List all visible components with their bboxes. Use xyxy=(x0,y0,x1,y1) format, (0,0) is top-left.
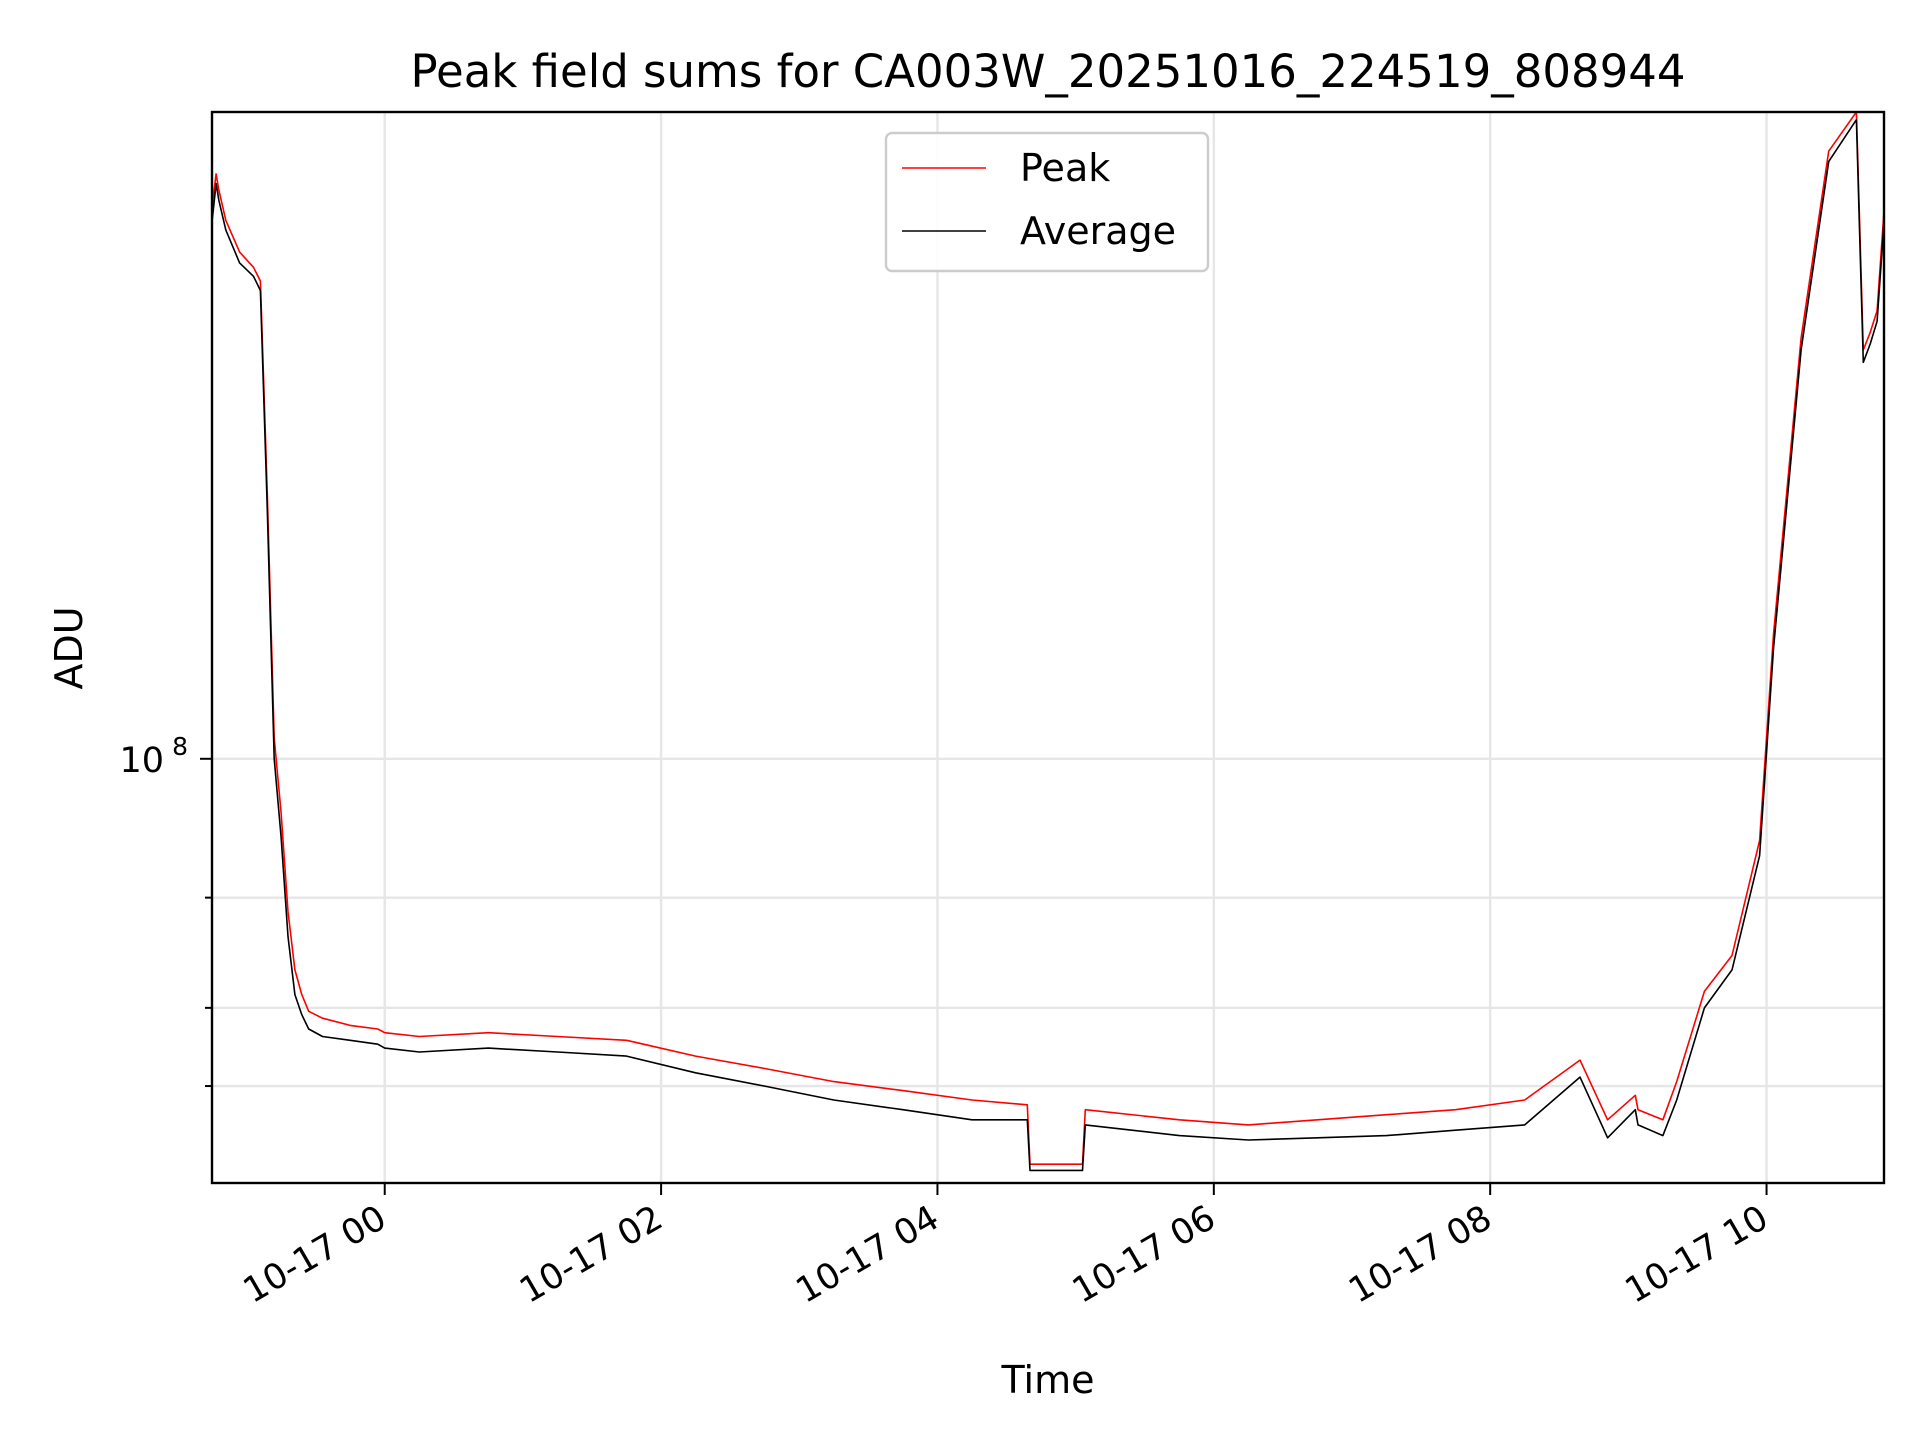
plot-area-background xyxy=(212,112,1884,1183)
y-axis-label: ADU xyxy=(47,606,91,689)
plot-frame xyxy=(210,110,1886,1185)
x-gridlines xyxy=(383,112,1768,1183)
legend: Peak Average xyxy=(884,131,1210,273)
chart-title: Peak field sums for CA003W_20251016_2245… xyxy=(411,45,1686,98)
legend-peak-label: Peak xyxy=(1020,146,1110,190)
peak-series-line xyxy=(211,111,1885,1165)
y-axis-ticks: 10 8 xyxy=(119,732,212,1088)
y-tick-label-base: 10 xyxy=(119,741,164,781)
average-series-line xyxy=(211,118,1885,1172)
y-tick-label-exponent: 8 xyxy=(172,732,188,761)
legend-average-label: Average xyxy=(1020,209,1176,253)
x-axis-label: Time xyxy=(1001,1358,1095,1402)
series-layer xyxy=(211,111,1885,1172)
y-tick-label: 10 xyxy=(119,741,164,781)
y-gridlines xyxy=(212,757,1884,1088)
